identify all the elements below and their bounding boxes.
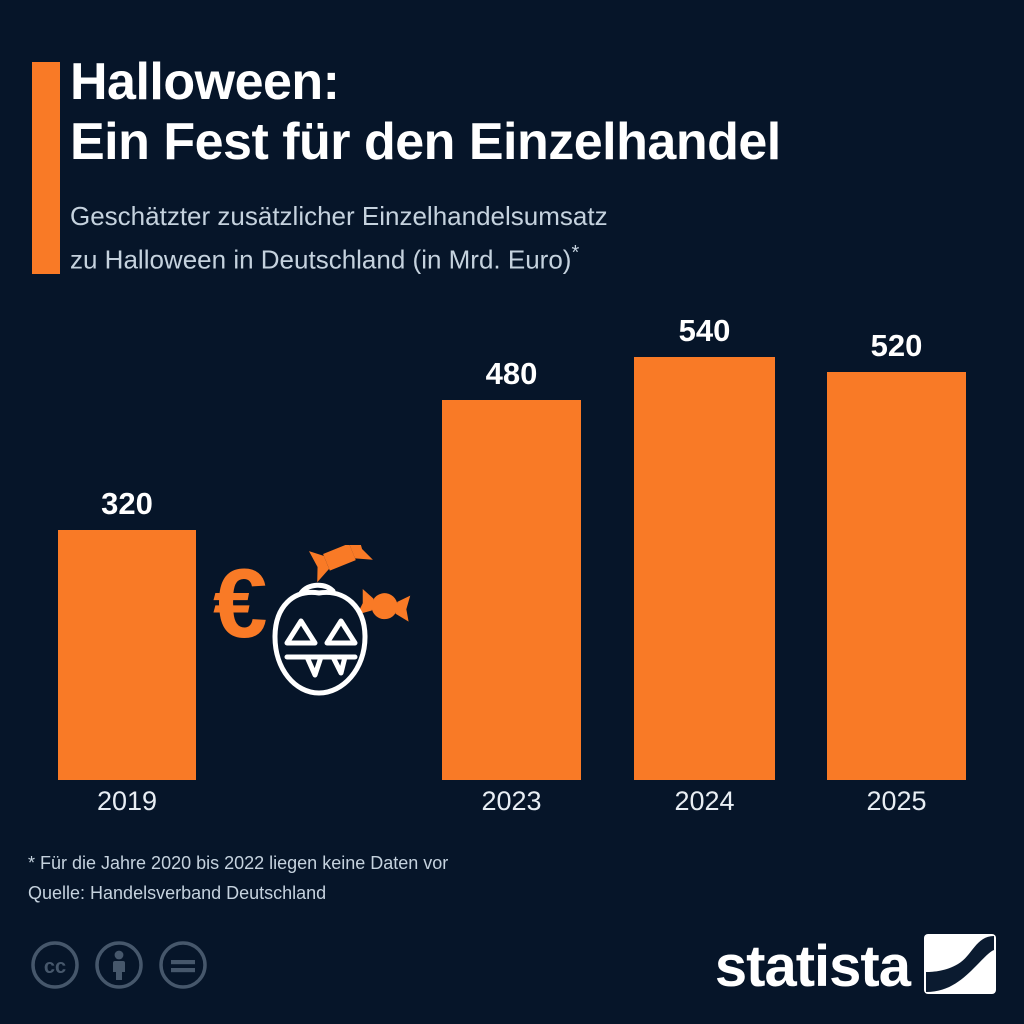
title-line-1: Halloween: xyxy=(70,53,340,111)
candy-striped-icon xyxy=(308,531,373,583)
statista-logo-text: statista xyxy=(714,933,911,999)
candy-round-icon xyxy=(357,588,411,622)
cc-icon[interactable]: cc xyxy=(30,940,80,995)
axis-label-2025: 2025 xyxy=(866,786,927,816)
bar-2025 xyxy=(827,372,966,780)
halloween-pumpkin-euro-candy-illustration: € xyxy=(205,531,435,715)
title-line-2: Ein Fest für den Einzelhandel xyxy=(70,113,781,171)
footer: cc statista xyxy=(0,920,1024,1024)
bar-value-2025: 520 xyxy=(870,328,923,363)
bar-group-2023: 480 xyxy=(442,300,581,780)
statista-s-curve-icon xyxy=(924,934,996,999)
subtitle-asterisk: * xyxy=(571,242,580,264)
axis-label-2023: 2023 xyxy=(481,786,542,816)
subtitle-line-2: zu Halloween in Deutschland (in Mrd. Eur… xyxy=(70,235,970,279)
bar-chart: 320 480 540 520 € xyxy=(0,300,1024,845)
axis-label-2019: 2019 xyxy=(96,786,158,816)
statista-logo[interactable]: statista xyxy=(715,934,996,999)
bar-group-2019: 320 xyxy=(58,300,196,780)
bar-value-2019: 320 xyxy=(101,486,153,521)
bar-group-2024: 540 xyxy=(634,300,775,780)
cc-by-person-icon[interactable] xyxy=(94,940,144,995)
bar-group-2025: 520 xyxy=(827,300,966,780)
cc-nd-equals-icon[interactable] xyxy=(158,940,208,995)
bar-value-2023: 480 xyxy=(485,356,538,391)
axis-label-2024: 2024 xyxy=(674,786,735,816)
chart-plot-area: 320 480 540 520 € xyxy=(0,300,1024,780)
accent-bar xyxy=(32,62,60,274)
header: Halloween: Ein Fest für den Einzelhandel… xyxy=(0,0,1024,300)
bar-2024 xyxy=(634,357,775,780)
footnote-line-1: * Für die Jahre 2020 bis 2022 liegen kei… xyxy=(28,853,449,873)
subtitle-line-2-text: zu Halloween in Deutschland (in Mrd. Eur… xyxy=(70,244,572,275)
bar-2023 xyxy=(442,400,581,780)
svg-text:€: € xyxy=(213,548,268,658)
page-title: Halloween: Ein Fest für den Einzelhandel xyxy=(70,52,970,172)
bar-2019 xyxy=(58,530,196,780)
source-line: Quelle: Handelsverband Deutschland xyxy=(28,883,327,903)
svg-text:cc: cc xyxy=(44,956,66,978)
bar-value-2024: 540 xyxy=(678,313,731,348)
jack-o-lantern-icon xyxy=(272,582,368,696)
page-subtitle: Geschätzter zusätzlicher Einzelhandelsum… xyxy=(70,198,970,279)
subtitle-line-1: Geschätzter zusätzlicher Einzelhandelsum… xyxy=(70,201,608,231)
euro-sign-icon: € xyxy=(213,548,268,658)
creative-commons-icons: cc xyxy=(30,940,208,995)
footnotes: * Für die Jahre 2020 bis 2022 liegen kei… xyxy=(28,848,728,908)
